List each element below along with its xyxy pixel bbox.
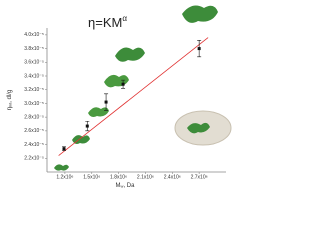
y-axis-label: ηint, dl/g <box>7 90 13 111</box>
y-tick-label: 2.2x10⁻⁵ <box>24 156 44 162</box>
point <box>62 147 66 151</box>
molecule <box>88 107 109 117</box>
chart: η=KMα Mw, Da ηint, dl/g 2.2x10⁻⁵ 2.4x10⁻⁵… <box>7 5 232 189</box>
molecule <box>187 122 210 134</box>
point <box>121 82 125 86</box>
y-tick-label: 2.4x10⁻⁵ <box>24 142 44 148</box>
y-tick-label: 2.8x10⁻⁵ <box>24 114 44 120</box>
x-tick-label: 2.4x10⁶ <box>164 174 181 180</box>
formula: η=KMα <box>88 14 127 30</box>
y-tick-label: 2.6x10⁻⁵ <box>24 128 44 134</box>
fit-line <box>58 37 209 156</box>
y-tick-label: 3.2x10⁻⁵ <box>24 87 44 93</box>
x-axis-label: Mw, Da <box>116 183 136 189</box>
x-tick-label: 1.8x10⁶ <box>110 174 127 180</box>
y-tick-label: 3.4x10⁻⁵ <box>24 73 44 79</box>
point <box>85 124 89 128</box>
illustrations <box>54 5 232 171</box>
point <box>197 47 201 51</box>
molecule <box>54 164 69 171</box>
y-tick-label: 4.0x10⁻⁵ <box>24 32 44 38</box>
point <box>104 100 108 104</box>
y-tick-label: 3.8x10⁻⁵ <box>24 46 44 52</box>
y-tick-label: 3.0x10⁻⁵ <box>24 101 44 107</box>
x-tick-label: 1.2x10⁶ <box>56 174 73 180</box>
molecule <box>115 47 145 62</box>
y-tick-label: 3.6x10⁻⁵ <box>24 60 44 66</box>
x-tick-label: 2.7x10⁶ <box>191 174 208 180</box>
x-tick-label: 2.1x10⁶ <box>137 174 154 180</box>
molecule <box>182 5 218 23</box>
molecule <box>104 74 129 88</box>
x-tick-label: 1.5x10⁶ <box>83 174 100 180</box>
